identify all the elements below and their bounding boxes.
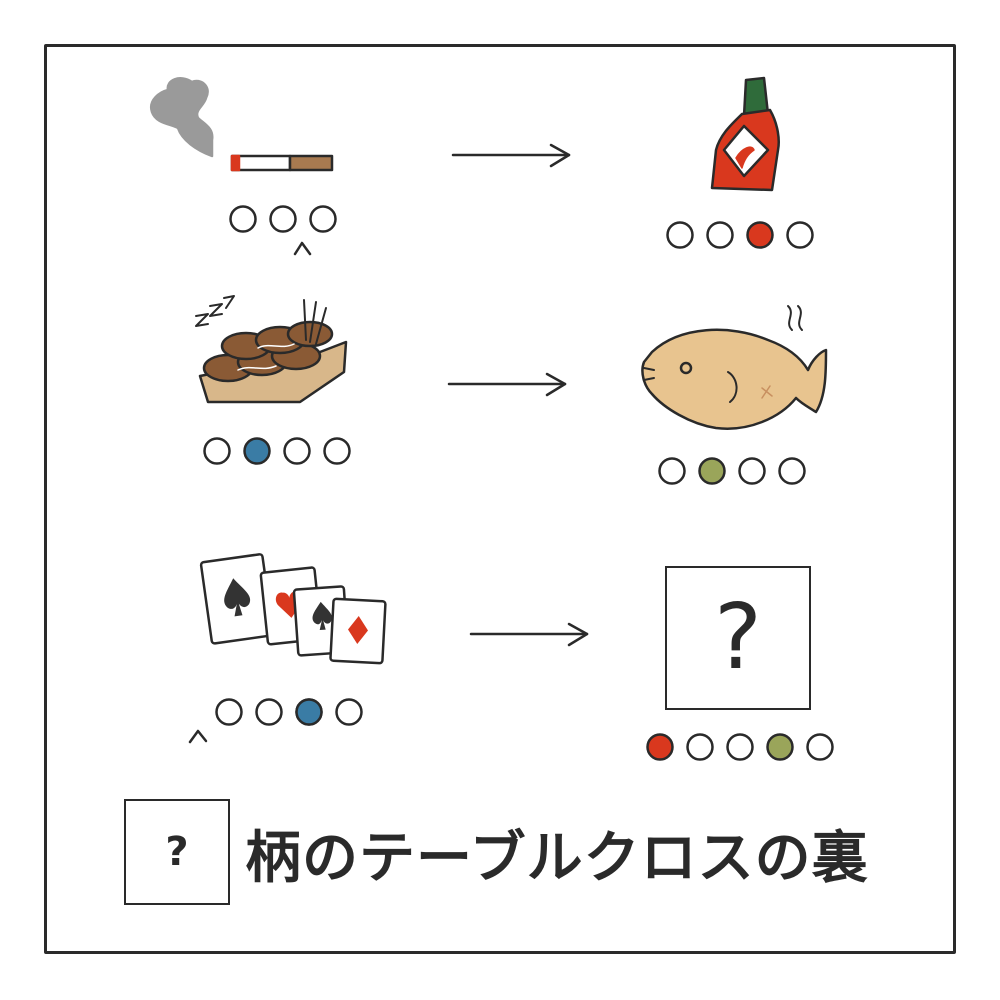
blank-answer-box: ? — [124, 799, 230, 905]
row3-left-circles — [188, 698, 363, 744]
circle-empty — [726, 733, 754, 761]
circle-blue — [243, 437, 271, 465]
circle-empty — [786, 221, 814, 249]
circle-empty — [706, 221, 734, 249]
unknown-answer-box: ? — [665, 566, 811, 710]
circle-empty — [309, 205, 337, 233]
circle-empty — [255, 698, 283, 726]
circle-empty — [658, 457, 686, 485]
caret-mark — [293, 241, 312, 256]
row3-right-circles — [646, 733, 834, 761]
circle-empty — [778, 457, 806, 485]
circle-empty — [269, 205, 297, 233]
circle-empty — [335, 698, 363, 726]
circle-red — [646, 733, 674, 761]
circle-empty — [666, 221, 694, 249]
cigarette-icon — [149, 77, 334, 172]
arrow-2 — [447, 372, 567, 397]
row2-left-circles — [203, 437, 351, 465]
unknown-answer-mark: ? — [714, 585, 762, 690]
row1-right-circles — [666, 221, 814, 249]
circle-empty — [229, 205, 257, 233]
blank-answer-mark: ? — [165, 829, 189, 875]
puzzle-caption: 柄のテーブルクロスの裏 — [245, 825, 869, 891]
puzzle-frame — [44, 44, 956, 954]
circle-empty — [215, 698, 243, 726]
playing-cards-icon — [199, 553, 387, 665]
circle-empty — [806, 733, 834, 761]
arrow-3 — [469, 622, 589, 647]
circle-blue — [295, 698, 323, 726]
arrow-1 — [451, 143, 571, 168]
circle-red — [746, 221, 774, 249]
row1-left-circles — [229, 205, 337, 256]
circle-empty — [738, 457, 766, 485]
taiyaki-icon — [641, 305, 828, 430]
caret-mark — [188, 729, 208, 744]
circle-green — [698, 457, 726, 485]
row2-right-circles — [658, 457, 806, 485]
circle-empty — [283, 437, 311, 465]
circle-empty — [323, 437, 351, 465]
hot-sauce-icon — [710, 76, 780, 192]
circle-green — [766, 733, 794, 761]
circle-empty — [203, 437, 231, 465]
circle-empty — [686, 733, 714, 761]
takoyaki-icon — [195, 295, 348, 404]
